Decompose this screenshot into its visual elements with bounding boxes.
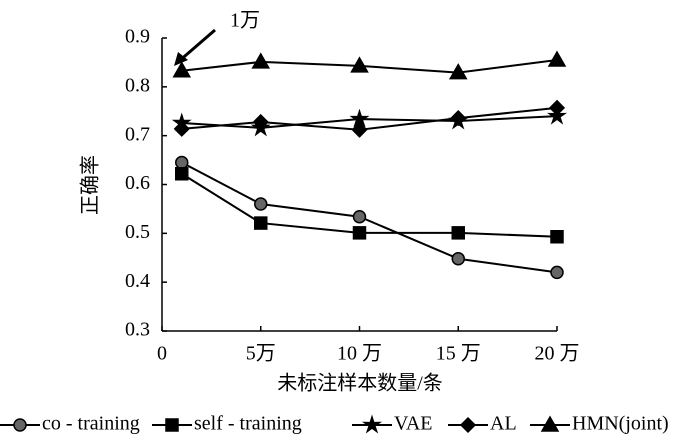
y-axis-label: 正确率 [79, 155, 102, 215]
annotation-arrowhead [174, 52, 188, 66]
data-point [254, 197, 268, 211]
x-tick-label: 5万 [246, 343, 276, 365]
legend-marker [13, 418, 27, 432]
x-tick-label: 20 万 [535, 343, 580, 365]
legend-label: HMN(joint) [572, 413, 669, 435]
annotation: 1万 [230, 10, 260, 32]
series-line [181, 58, 558, 74]
data-point [351, 121, 368, 138]
legend-marker [459, 416, 477, 434]
x-axis-label: 未标注样本数量/条 [277, 372, 443, 395]
series-line [181, 161, 558, 274]
data-point [175, 155, 189, 170]
y-tick-label: 0.4 [125, 270, 150, 292]
data-point [251, 52, 271, 69]
data-point [254, 216, 268, 230]
x-tick-label: 0 [157, 343, 167, 365]
data-point [173, 120, 190, 137]
legend-marker [362, 414, 382, 434]
legend-label: VAE [394, 413, 433, 435]
y-tick-label: 0.7 [125, 123, 150, 145]
legend-label: co - training [42, 413, 140, 435]
legend-label: AL [490, 413, 517, 435]
y-tick-label: 0.9 [125, 26, 150, 48]
data-point [352, 209, 367, 224]
series-line [181, 172, 558, 238]
data-point [548, 99, 566, 116]
data-point [252, 113, 269, 131]
legend-label: self - training [194, 413, 302, 435]
data-point [451, 251, 465, 266]
data-point [350, 56, 369, 73]
data-point [175, 167, 189, 181]
data-point [547, 50, 567, 67]
data-point [550, 265, 564, 280]
y-tick-label: 0.3 [125, 319, 150, 341]
data-point [448, 63, 468, 80]
data-point [352, 226, 367, 240]
data-point [450, 110, 467, 127]
x-tick-label: 10 万 [337, 343, 382, 365]
x-tick-label: 15 万 [436, 343, 481, 365]
data-point [550, 230, 564, 244]
data-point [451, 226, 465, 240]
legend-marker [540, 415, 560, 432]
y-tick-label: 0.5 [125, 221, 150, 243]
y-tick-label: 0.8 [125, 74, 150, 96]
data-point [172, 61, 192, 78]
legend-marker [165, 418, 179, 432]
series-line [181, 115, 558, 129]
annotation-arrow [177, 28, 216, 64]
y-tick-label: 0.6 [125, 172, 150, 194]
